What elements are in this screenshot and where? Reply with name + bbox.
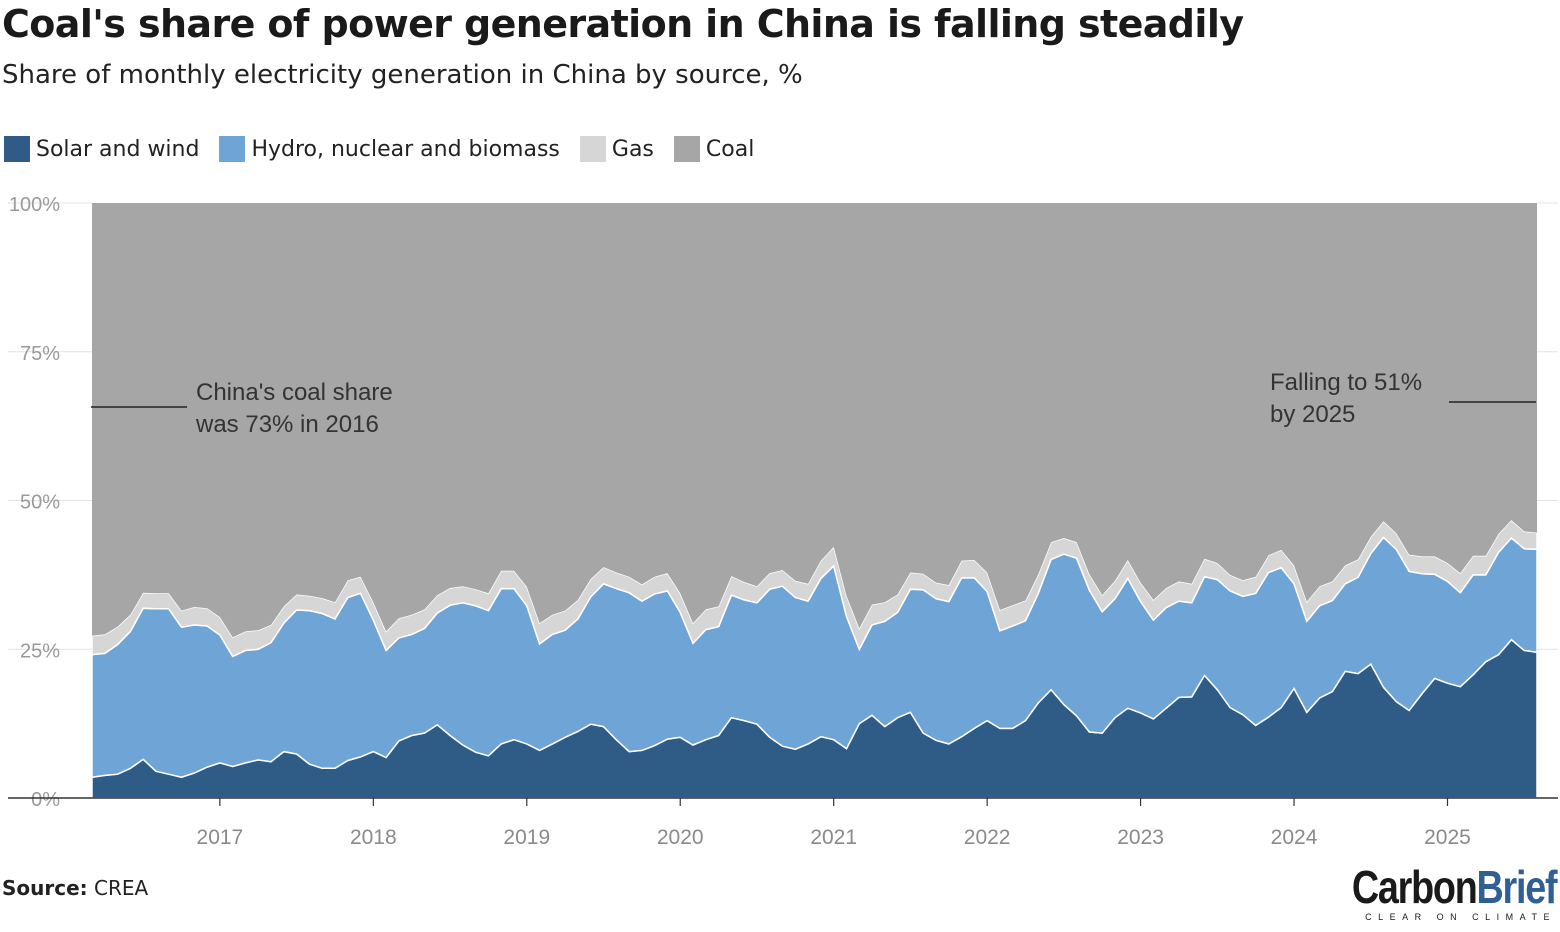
area-coal: [92, 203, 1537, 638]
logo-carbon: Carbon: [1351, 861, 1478, 913]
legend: Solar and wind Hydro, nuclear and biomas…: [4, 136, 754, 162]
x-tick-label: 2025: [1424, 826, 1471, 849]
x-tick-label: 2018: [350, 826, 397, 849]
logo-brief: Brief: [1476, 861, 1557, 913]
legend-swatch-hydro: [219, 136, 246, 162]
chart-title: Coal's share of power generation in Chin…: [2, 2, 1244, 46]
legend-item-coal: Coal: [673, 136, 755, 162]
x-tick-label: 2024: [1271, 826, 1318, 849]
legend-item-solar-wind: Solar and wind: [4, 136, 199, 162]
legend-item-gas: Gas: [579, 136, 654, 162]
annotation-right-line2: by 2025: [1270, 401, 1355, 428]
x-axis: 2017 2018 2019 2020 2021 2022 2023 2024 2025: [8, 797, 1558, 849]
chart-subtitle: Share of monthly electricity generation …: [2, 60, 803, 90]
y-axis-ticks: 0% 25% 50% 75% 100%: [9, 194, 60, 811]
source-label: Source:: [2, 876, 88, 900]
y-tick-label: 75%: [20, 343, 60, 365]
carbonbrief-logo: CarbonBrief CLEAR ON CLIMATE: [1307, 861, 1558, 922]
y-tick-label: 25%: [20, 640, 60, 662]
y-tick-label: 100%: [9, 194, 60, 216]
source-note: Source: CREA: [2, 876, 148, 900]
legend-swatch-coal: [673, 136, 700, 162]
logo-wordmark: CarbonBrief: [1351, 861, 1558, 913]
y-tick-label: 0%: [31, 789, 60, 811]
legend-label-gas: Gas: [611, 136, 654, 162]
x-tick-label: 2022: [964, 826, 1011, 849]
y-tick-label: 50%: [20, 492, 60, 514]
legend-item-hydro: Hydro, nuclear and biomass: [219, 136, 560, 162]
annotation-left-line2: was 73% in 2016: [195, 411, 379, 438]
legend-label-coal: Coal: [705, 136, 755, 162]
annotations: China's coal share was 73% in 2016 Falli…: [91, 369, 1536, 438]
source-value: CREA: [94, 876, 149, 900]
annotation-right-line1: Falling to 51%: [1270, 369, 1422, 396]
annotation-left-line1: China's coal share: [196, 379, 393, 406]
legend-label-hydro: Hydro, nuclear and biomass: [251, 136, 560, 162]
legend-label-solar-wind: Solar and wind: [36, 136, 200, 162]
legend-swatch-gas: [579, 136, 606, 162]
x-tick-label: 2019: [503, 826, 550, 849]
x-tick-label: 2021: [810, 826, 857, 849]
x-tick-label: 2017: [197, 826, 244, 849]
area-layer: [91, 203, 1538, 799]
gridlines: [8, 202, 1558, 650]
x-tick-label: 2020: [657, 826, 704, 849]
x-tick-label: 2023: [1117, 826, 1164, 849]
logo-tagline: CLEAR ON CLIMATE: [1365, 912, 1556, 922]
legend-swatch-solar-wind: [4, 136, 30, 162]
